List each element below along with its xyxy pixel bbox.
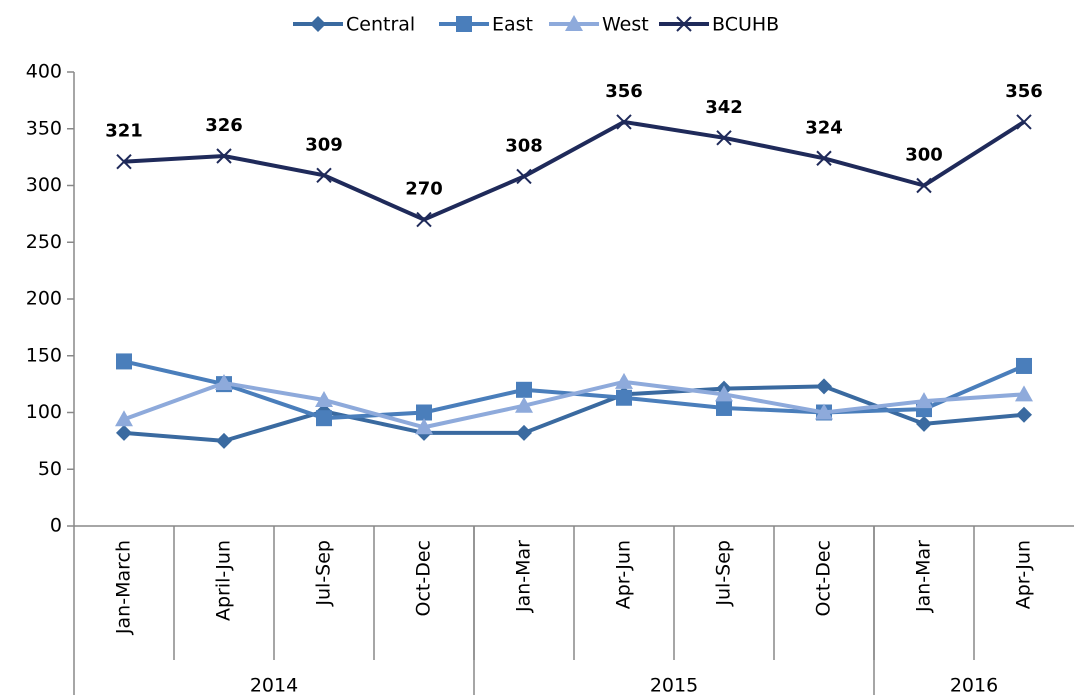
- data-label: 324: [805, 117, 843, 138]
- line: [123, 119, 1026, 222]
- data-label: 342: [705, 97, 743, 118]
- y-tick-label: 100: [26, 401, 62, 423]
- marker: [116, 424, 132, 441]
- marker: [915, 392, 933, 409]
- x-tick-label: April-Jun: [213, 540, 235, 621]
- marker: [216, 148, 232, 164]
- data-label: 356: [1005, 81, 1043, 102]
- y-tick-label: 350: [26, 117, 62, 139]
- marker: [916, 177, 932, 194]
- marker: [415, 418, 433, 435]
- group-label: 2014: [250, 675, 298, 695]
- data-label: 321: [105, 121, 143, 142]
- marker: [516, 424, 532, 441]
- x-tick-label: Apr-Jun: [613, 540, 635, 609]
- marker: [1015, 385, 1033, 402]
- y-tick-label: 0: [50, 515, 62, 537]
- marker: [215, 373, 233, 390]
- marker: [916, 415, 932, 432]
- x-tick-label: Jan-Mar: [513, 540, 535, 613]
- x-tick-label: Oct-Dec: [413, 540, 435, 616]
- data-label: 356: [605, 81, 643, 102]
- marker: [716, 130, 732, 146]
- marker: [616, 114, 632, 130]
- marker: [216, 432, 232, 449]
- y-tick-label: 250: [26, 231, 62, 253]
- marker: [815, 403, 833, 420]
- series: 321 326 309 270 308 356 342 324 300 356: [105, 81, 1043, 228]
- marker: [716, 399, 732, 416]
- marker: [516, 381, 532, 398]
- legend-label: West: [602, 14, 649, 36]
- marker: [615, 372, 633, 389]
- marker: [310, 16, 326, 32]
- marker: [416, 404, 432, 421]
- x-tick-label: Jul-Sep: [313, 540, 335, 607]
- x-tick-label: Apr-Jun: [1013, 540, 1035, 609]
- marker: [315, 391, 333, 408]
- marker: [116, 353, 132, 370]
- legend-label: Central: [346, 14, 415, 36]
- x-tick-label: Jan-March: [113, 540, 135, 635]
- data-label: 308: [505, 135, 543, 156]
- marker: [115, 410, 133, 427]
- series: [115, 372, 1033, 435]
- data-label: 326: [205, 115, 243, 136]
- legend-label: East: [492, 14, 533, 36]
- y-tick-label: 150: [26, 344, 62, 366]
- marker: [1016, 114, 1032, 130]
- data-label: 300: [905, 145, 943, 166]
- marker: [516, 168, 532, 185]
- marker: [316, 410, 332, 427]
- marker: [416, 211, 432, 228]
- marker: [1016, 406, 1032, 423]
- marker: [565, 15, 583, 31]
- marker: [1016, 357, 1032, 374]
- marker: [316, 167, 332, 183]
- marker: [816, 150, 832, 166]
- marker: [676, 16, 692, 32]
- legend-label: BCUHB: [712, 14, 779, 36]
- line: [123, 379, 1025, 430]
- marker: [515, 396, 533, 413]
- marker: [456, 16, 472, 32]
- y-tick-label: 50: [38, 458, 62, 480]
- y-tick-label: 200: [26, 288, 62, 310]
- x-tick-label: Jan-Mar: [913, 540, 935, 613]
- x-tick-label: Jul-Sep: [713, 540, 735, 607]
- x-tick-label: Oct-Dec: [813, 540, 835, 616]
- marker: [616, 389, 632, 406]
- y-tick-label: 300: [26, 174, 62, 196]
- data-label: 309: [305, 134, 343, 155]
- group-label: 2015: [650, 675, 698, 695]
- data-label: 270: [405, 179, 443, 200]
- marker: [116, 153, 132, 170]
- group-label: 2016: [950, 675, 998, 695]
- y-tick-label: 400: [26, 61, 62, 83]
- marker: [816, 378, 832, 395]
- marker: [715, 385, 733, 402]
